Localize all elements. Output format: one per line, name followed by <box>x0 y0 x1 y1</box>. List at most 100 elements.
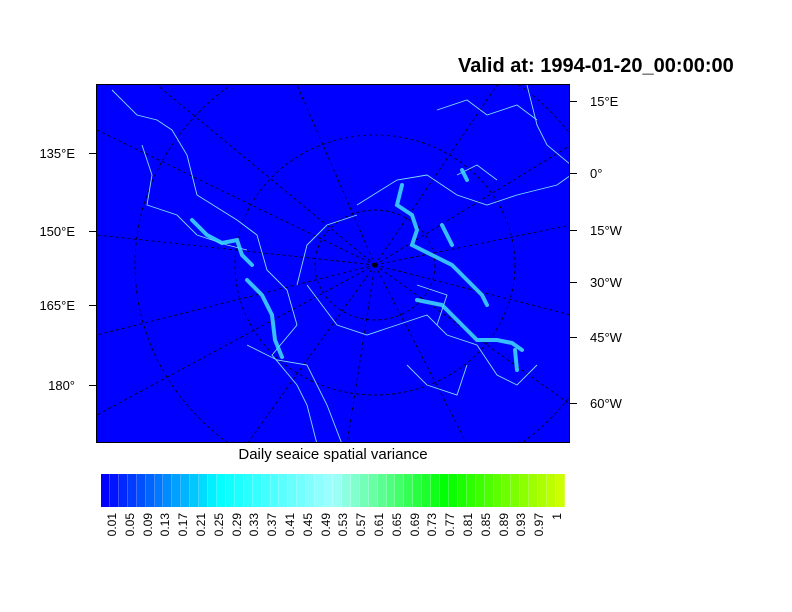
colorbar-box <box>136 474 146 507</box>
colorbar-box <box>252 474 262 507</box>
colorbar-box <box>368 474 378 507</box>
tick-mark <box>89 231 96 232</box>
lon-label-right: 45°W <box>590 330 622 345</box>
colorbar-box <box>511 474 521 507</box>
colorbar-box <box>386 474 396 507</box>
lon-label-left: 135°E <box>39 146 75 161</box>
colorbar-box <box>181 474 191 507</box>
lon-label-left: 150°E <box>39 224 75 239</box>
colorbar-box <box>484 474 494 507</box>
colorbar-box <box>234 474 244 507</box>
colorbar-label: 0.33 <box>247 513 262 537</box>
colorbar-box <box>502 474 512 507</box>
colorbar-label: 0.81 <box>461 513 475 537</box>
colorbar-box <box>297 474 307 507</box>
map-svg <box>97 85 569 442</box>
colorbar-label: 0.61 <box>372 513 386 537</box>
colorbar-box <box>288 474 298 507</box>
colorbar-box <box>431 474 441 507</box>
lon-label-left: 165°E <box>39 298 75 313</box>
tick-mark <box>570 101 577 102</box>
tick-mark <box>89 305 96 306</box>
ice-edge-variance <box>190 168 524 372</box>
colorbar-label: 0.97 <box>532 513 547 537</box>
colorbar-box <box>395 474 405 507</box>
colorbar-title: Daily seaice spatial variance <box>238 446 428 463</box>
lon-label-right: 30°W <box>590 275 622 290</box>
colorbar-label: 0.73 <box>425 513 440 537</box>
colorbar-box <box>475 474 485 507</box>
colorbar-label: 0.57 <box>354 513 369 537</box>
tick-mark <box>570 337 577 338</box>
colorbar-label: 0.65 <box>389 513 404 537</box>
colorbar-label: 0.45 <box>300 513 315 537</box>
colorbar-label: 0.77 <box>443 513 458 537</box>
colorbar-label: 1 <box>550 513 564 520</box>
colorbar-box <box>457 474 467 507</box>
plot-title: Valid at: 1994-01-20_00:00:00 <box>458 55 734 77</box>
colorbar-box <box>520 474 530 507</box>
colorbar-label: 0.37 <box>265 513 280 537</box>
lon-label-right: 15°W <box>590 223 622 238</box>
colorbar-box <box>538 474 548 507</box>
colorbar-label: 0.05 <box>122 513 137 537</box>
tick-mark <box>89 385 96 386</box>
lon-label-right: 0° <box>590 166 603 181</box>
colorbar-box <box>404 474 414 507</box>
lon-label-left: 180° <box>48 378 75 393</box>
colorbar-box <box>190 474 200 507</box>
colorbar-box <box>315 474 325 507</box>
colorbar-box <box>127 474 137 507</box>
colorbar-label: 0.17 <box>176 513 191 537</box>
colorbar-box <box>422 474 432 507</box>
north-pole <box>373 263 377 267</box>
colorbar-label: 0.93 <box>514 513 529 537</box>
colorbar-box <box>279 474 289 507</box>
lon-label-right: 60°W <box>590 396 622 411</box>
colorbar-box <box>225 474 235 507</box>
colorbar-box <box>440 474 449 507</box>
colorbar-box <box>261 474 271 507</box>
colorbar-box <box>270 474 280 507</box>
colorbar-box <box>466 474 476 507</box>
colorbar-box <box>109 474 119 507</box>
colorbar-box <box>172 474 182 507</box>
colorbar-label: 0.53 <box>336 513 351 537</box>
tick-mark <box>570 173 577 174</box>
colorbar-box <box>556 474 565 507</box>
tick-mark <box>89 153 96 154</box>
colorbar-label: 0.29 <box>229 513 244 537</box>
colorbar-box <box>493 474 503 507</box>
colorbar-box <box>413 474 423 507</box>
colorbar-box <box>341 474 351 507</box>
colorbar-box <box>306 474 316 507</box>
colorbar-box <box>350 474 360 507</box>
colorbar-label: 0.09 <box>140 513 155 537</box>
colorbar-box <box>243 474 253 507</box>
colorbar-label: 0.21 <box>194 513 208 537</box>
colorbar-box <box>199 474 209 507</box>
colorbar-box <box>332 474 342 507</box>
colorbar-label: 0.01 <box>105 513 119 537</box>
colorbar-box <box>529 474 539 507</box>
colorbar-label: 0.25 <box>211 513 226 537</box>
tick-mark <box>570 230 577 231</box>
colorbar-box <box>359 474 369 507</box>
colorbar-box <box>216 474 226 507</box>
colorbar-label: 0.13 <box>158 513 173 537</box>
tick-mark <box>570 403 577 404</box>
graticule <box>97 85 569 442</box>
colorbar-box <box>154 474 164 507</box>
colorbar-box <box>324 474 333 507</box>
colorbar-box <box>163 474 173 507</box>
map-panel <box>96 84 570 443</box>
colorbar-label: 0.69 <box>407 513 422 537</box>
colorbar-label: 0.85 <box>478 513 493 537</box>
colorbar-box <box>448 474 458 507</box>
colorbar-box <box>118 474 128 507</box>
tick-mark <box>570 282 577 283</box>
colorbar-box <box>547 474 557 507</box>
colorbar-box <box>377 474 387 507</box>
colorbar-box <box>208 474 217 507</box>
